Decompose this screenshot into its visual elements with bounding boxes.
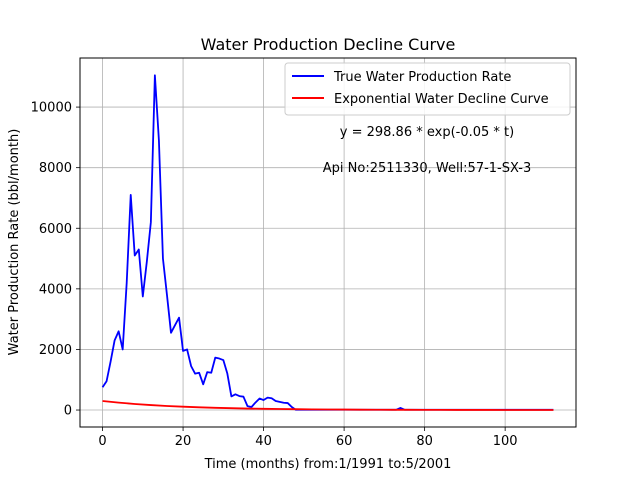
x-axis-label: Time (months) from:1/1991 to:5/2001: [204, 457, 452, 472]
chart-title: Water Production Decline Curve: [201, 35, 456, 54]
equation-annotation: y = 298.86 * exp(-0.05 * t): [340, 125, 514, 140]
y-tick-label: 8000: [39, 161, 72, 176]
x-tick-label: 20: [175, 434, 192, 449]
x-tick-label: 0: [98, 434, 106, 449]
y-ticks: 0 2000 4000 6000 8000 10000: [31, 101, 80, 419]
x-tick-label: 40: [255, 434, 272, 449]
axes-frame: [79, 57, 577, 428]
series-exponential-decline-curve: [102, 400, 554, 411]
legend-label-exponential: Exponential Water Decline Curve: [334, 92, 549, 107]
well-annotation: Api No:2511330, Well:57-1-SX-3: [323, 161, 531, 176]
y-tick-label: 10000: [31, 101, 72, 116]
legend-label-true-rate: True Water Production Rate: [333, 70, 511, 85]
y-tick-label: 6000: [39, 222, 72, 237]
y-axis-label: Water Production Rate (bbl/month): [7, 129, 22, 356]
plot-lines: [101, 74, 554, 411]
legend: True Water Production Rate Exponential W…: [284, 62, 571, 116]
y-tick-label: 0: [64, 404, 72, 419]
x-ticks: 0 20 40 60 80 100: [98, 427, 518, 449]
x-tick-label: 100: [493, 434, 518, 449]
x-tick-label: 60: [336, 434, 353, 449]
y-tick-label: 4000: [39, 282, 72, 297]
x-tick-label: 80: [416, 434, 433, 449]
legend-box: [284, 62, 571, 116]
y-tick-label: 2000: [39, 343, 72, 358]
grid-lines: [80, 58, 576, 427]
